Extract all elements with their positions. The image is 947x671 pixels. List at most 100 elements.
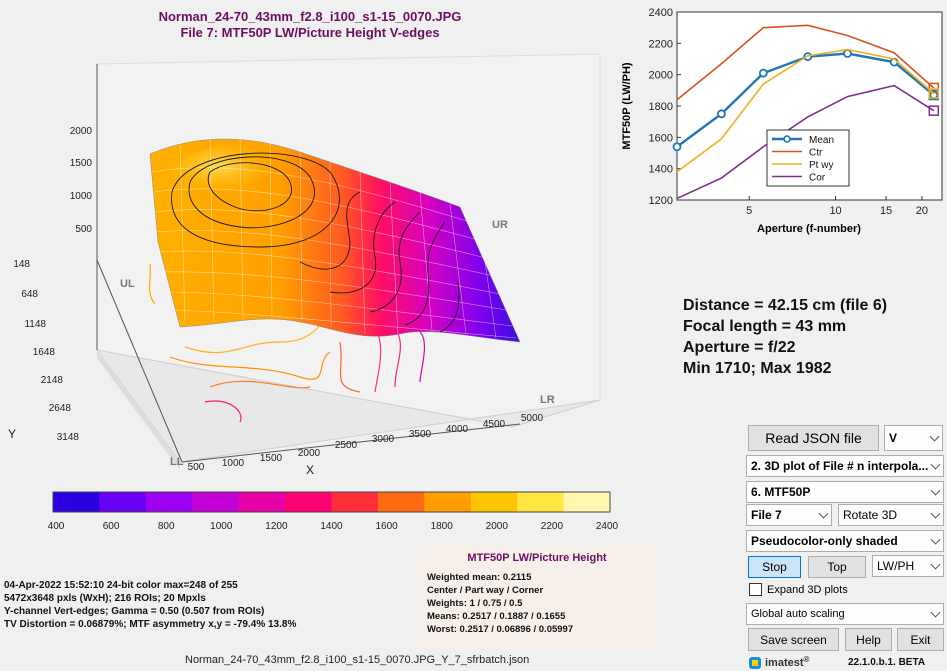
min-max-text: Min 1710; Max 1982: [683, 360, 832, 377]
info-distortion: TV Distortion = 0.06879%; MTF asymmetry …: [4, 619, 297, 630]
chart-ytick: 1600: [649, 132, 673, 144]
expand-3d-checkbox[interactable]: Expand 3D plots: [749, 583, 848, 596]
chevron-down-icon: [930, 508, 941, 519]
colorbar-segment: [192, 492, 240, 512]
colorbar-tick: 600: [103, 521, 120, 532]
y-tick: 2148: [41, 375, 64, 386]
x-tick: 500: [188, 462, 205, 473]
units-select[interactable]: LW/PH: [872, 555, 944, 577]
chart-xlabel: Aperture (f-number): [757, 223, 861, 235]
chart-xtick: 15: [880, 205, 892, 217]
imatest-logo: imatest ®: [748, 655, 809, 670]
colorbar-tick: 1200: [265, 521, 288, 532]
y-axis-label: Y: [8, 427, 16, 441]
chart-ytick: 1200: [649, 195, 673, 207]
x-tick: 5000: [521, 413, 544, 424]
colorbar-segment: [470, 492, 518, 512]
chevron-down-icon: [930, 559, 941, 570]
corner-ur: UR: [492, 219, 508, 231]
exit-button[interactable]: Exit: [897, 628, 944, 651]
zones-label: Center / Part way / Corner: [427, 585, 544, 596]
surface-peak: [170, 142, 330, 222]
mtf-aperture-chart: 1200 1400 1600 1800 2000 2200 2400 5 10 15 20 Ape…: [621, 7, 943, 235]
surface-plot-3d[interactable]: 2000 1500 1000 500 148 648 1148 1648 214…: [0, 42, 620, 490]
footer-filename: Norman_24-70_43mm_f2.8_i100_s1-15_0070.J…: [185, 654, 530, 666]
color-scale-bar: 400 600 800 1000 1200 1400 1600 1800 2000 2200 240…: [48, 491, 619, 532]
colorbar-segments: [53, 492, 611, 512]
version-text: 22.1.0.b.1. BETA: [848, 657, 926, 668]
plot-title-measure: File 7: MTF50P LW/Picture Height V-edges: [180, 25, 440, 40]
mtf-summary-box: MTF50P LW/Picture Height Weighted mean: …: [418, 546, 656, 646]
surface-mesh: [151, 133, 517, 339]
plot-type-value: 2. 3D plot of File # n interpola...: [751, 459, 929, 473]
rotate-value: Rotate 3D: [843, 508, 898, 522]
legend-label: Mean: [809, 135, 834, 146]
distance-text: Distance = 42.15 cm (file 6): [683, 297, 888, 314]
measure-select[interactable]: 6. MTF50P: [746, 481, 944, 503]
y-axis: [96, 259, 183, 463]
colorbar-tick: 400: [48, 521, 65, 532]
top-button[interactable]: Top: [808, 556, 866, 578]
chevron-down-icon: [930, 485, 941, 496]
shading-select[interactable]: Pseudocolor-only shaded: [746, 530, 944, 552]
save-screen-button[interactable]: Save screen: [748, 628, 839, 651]
chart-series: [672, 24, 940, 200]
focal-length-text: Focal length = 43 mm: [683, 318, 847, 335]
scaling-value: Global auto scaling: [751, 608, 845, 620]
colorbar-tick: 1400: [320, 521, 343, 532]
chart-xtick: 10: [829, 205, 841, 217]
colorbar-tick: 1600: [375, 521, 398, 532]
x-axis-label: X: [306, 463, 314, 477]
imatest-logo-icon: [749, 657, 761, 669]
channel-value: V: [889, 431, 898, 445]
z-tick: 1500: [70, 158, 93, 169]
colorbar-segment: [424, 492, 472, 512]
x-tick: 2000: [298, 448, 321, 459]
worst: Worst: 0.2517 / 0.06896 / 0.05997: [427, 624, 574, 635]
channel-select[interactable]: V: [884, 425, 943, 451]
y-tick: 1148: [24, 319, 46, 330]
x-tick: 4000: [446, 424, 469, 435]
colorbar-segment: [377, 492, 425, 512]
series-line-ctr: [676, 24, 935, 101]
y-tick: 3148: [57, 432, 80, 443]
chart-yticks: 1200 1400 1600 1800 2000 2200 2400: [649, 7, 681, 207]
x-tick: 1000: [222, 458, 245, 469]
z-tick: 2000: [70, 126, 93, 137]
plot-type-select[interactable]: 2. 3D plot of File # n interpola...: [746, 455, 944, 477]
chart-xticks: 5 10 15 20: [746, 196, 928, 217]
x-tick: 3000: [372, 434, 395, 445]
y-tick: 1648: [33, 347, 56, 358]
legend-label: Cor: [809, 173, 826, 184]
chart-ytick: 1400: [649, 164, 673, 176]
file-value: File 7: [751, 508, 782, 522]
file-select[interactable]: File 7: [746, 504, 832, 526]
x-axis: [181, 423, 521, 463]
colorbar-tick: 2000: [486, 521, 509, 532]
means: Means: 0.2517 / 0.1887 / 0.1655: [427, 611, 566, 622]
chevron-down-icon: [930, 459, 941, 470]
colorbar-segment: [53, 492, 101, 512]
scaling-select[interactable]: Global auto scaling: [746, 603, 944, 625]
stop-button[interactable]: Stop: [748, 556, 801, 578]
colorbar-frame: [52, 491, 611, 513]
chart-ytick: 2400: [649, 7, 673, 19]
mean-point: [843, 49, 852, 58]
z-tick: 500: [75, 224, 92, 235]
colorbar-segment: [331, 492, 379, 512]
endpoint-marker: [928, 105, 940, 116]
colorbar-tick: 2400: [596, 521, 619, 532]
x-tick: 2500: [335, 440, 358, 451]
floor-plane: [95, 349, 601, 463]
mean-point: [717, 109, 726, 119]
weights: Weights: 1 / 0.75 / 0.5: [427, 598, 523, 609]
rotate-select[interactable]: Rotate 3D: [838, 504, 944, 526]
help-button[interactable]: Help: [845, 628, 892, 651]
colorbar-segment: [238, 492, 286, 512]
colorbar-ticks: 400 600 800 1000 1200 1400 1600 1800 2000 2200 240…: [48, 521, 619, 532]
aperture-text: Aperture = f/22: [683, 339, 796, 356]
legend-marker: [783, 135, 791, 143]
read-json-button[interactable]: Read JSON file: [748, 425, 879, 451]
plot-title-file: Norman_24-70_43mm_f2.8_i100_s1-15_0070.J…: [158, 9, 462, 24]
